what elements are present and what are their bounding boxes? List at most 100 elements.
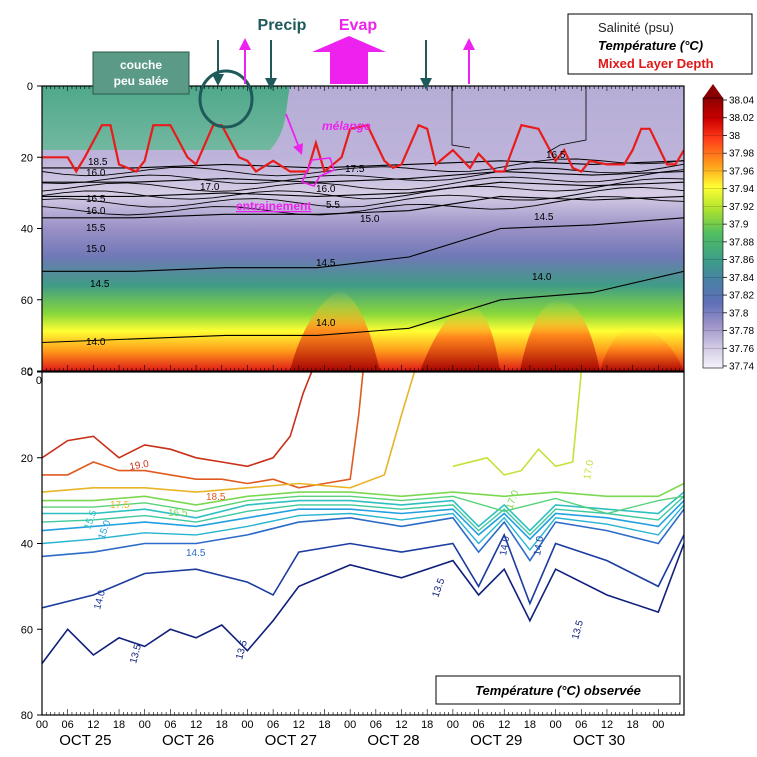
x-tick-label: 18 — [627, 719, 639, 731]
contour-label: 15.5 — [86, 223, 106, 234]
temperature-contour-fine — [42, 169, 684, 192]
temperature-contour-fine — [42, 196, 684, 216]
x-tick-label: 18 — [216, 719, 228, 731]
colorbar-tick-label: 37.8 — [729, 308, 749, 319]
contour-label: 14.0 — [532, 535, 546, 557]
x-tick-label: 06 — [370, 719, 382, 731]
contour-label: 16.0 — [86, 168, 106, 179]
y-tick-label: 60 — [21, 295, 33, 307]
colorbar-tick-label: 37.94 — [729, 184, 754, 195]
temperature-contour-fine — [42, 177, 684, 200]
couche-label-2: peu salée — [114, 74, 169, 88]
entrainement-label: entrainement — [236, 199, 311, 213]
colorbar-tick-label: 38.04 — [729, 96, 754, 107]
y-tick-label: 60 — [21, 624, 33, 636]
temperature-contour-15.0 — [42, 195, 684, 219]
isotherm-15.0 — [42, 500, 684, 541]
mixed-layer-depth-line — [42, 123, 684, 174]
y-tick-label: 40 — [21, 224, 33, 236]
couche-box — [92, 51, 190, 95]
saline-patch-2 — [420, 304, 500, 371]
saline-patch-1 — [290, 290, 380, 371]
x-tick-label: 06 — [267, 719, 279, 731]
colorbar-tick-label: 37.78 — [729, 326, 754, 337]
legend-mld: Mixed Layer Depth — [598, 56, 714, 71]
isotherm-17.5 — [42, 372, 416, 493]
temperature-contour-fine — [42, 186, 684, 208]
colorbar-tick-label: 37.74 — [729, 362, 754, 373]
observed-title-box — [435, 675, 681, 705]
low-salinity-cap — [42, 86, 290, 150]
x-tick-label: 00 — [447, 719, 459, 731]
contour-label: 17.0 — [200, 182, 220, 193]
colorbar-tick-label: 38.02 — [729, 113, 754, 124]
contour-label: 14.0 — [92, 589, 108, 611]
contour-label: 16.5 — [86, 194, 106, 205]
temperature-contour-14.5 — [42, 217, 684, 272]
couche-label-1: couche — [120, 58, 162, 72]
contour-label: 14.0 — [316, 318, 336, 329]
x-tick-label: 12 — [293, 719, 305, 731]
contour-label: 18.5 — [88, 157, 108, 168]
legend-box — [567, 13, 753, 75]
y-tick-label: 20 — [21, 453, 33, 465]
contour-label: 14.5 — [90, 279, 110, 290]
contour-label: 14.5 — [186, 548, 206, 559]
y-tick-label: 0 — [27, 81, 33, 93]
x-tick-label: 00 — [652, 719, 664, 731]
contour-label: 19.0 — [129, 459, 151, 473]
x-tick-label: 18 — [113, 719, 125, 731]
legend-temperature: Température (°C) — [598, 38, 703, 53]
x-tick-label: 18 — [524, 719, 536, 731]
x-tick-label: 06 — [472, 719, 484, 731]
melange-label: mélange — [322, 119, 371, 133]
temperature-contour-14.0 — [42, 270, 684, 344]
x-tick-label: 00 — [36, 719, 48, 731]
x-tick-label: 00 — [241, 719, 253, 731]
y-tick-label: 20 — [21, 152, 33, 164]
colorbar-tick-label: 38 — [729, 131, 741, 142]
contour-label: 5.5 — [326, 200, 340, 211]
x-tick-label: 18 — [318, 719, 330, 731]
isotherm-intermediate — [42, 495, 684, 515]
colorbar-tick-label: 37.86 — [729, 255, 754, 266]
contour-label: 14.0 — [86, 337, 106, 348]
top-contour-labels: 18.5 16.0 17.0 16.5 16.0 15.5 15.0 14.5 … — [86, 150, 566, 348]
salinity-contour-b — [547, 86, 587, 153]
melange-arrow — [285, 113, 304, 156]
colorbar-tick-label: 37.96 — [729, 166, 754, 177]
x-tick-label: 12 — [87, 719, 99, 731]
entrainement-shape — [300, 157, 335, 187]
colorbar-tick-label: 37.84 — [729, 273, 754, 284]
day-label: OCT 28 — [367, 732, 419, 749]
colorbar-tick-label: 37.82 — [729, 291, 754, 302]
contour-label: 17.5 — [345, 164, 365, 175]
contour-label: 14.5 — [316, 258, 336, 269]
saline-patch-3 — [520, 300, 600, 371]
colorbar-tick-label: 37.98 — [729, 149, 754, 160]
legend-salinity: Salinité (psu) — [598, 20, 674, 35]
evap-big-arrow — [312, 36, 386, 84]
contour-label: 13.5 — [128, 643, 144, 665]
observed-isotherms — [42, 372, 684, 664]
day-labels: OCT 25 OCT 26 OCT 27 OCT 28 OCT 29 OCT 30 — [59, 732, 625, 749]
contour-label: 15.0 — [360, 214, 380, 225]
bottom-y-axis: 0 20 40 60 80 — [21, 367, 42, 722]
x-tick-label: 00 — [549, 719, 561, 731]
isotherm-13.5 — [42, 543, 684, 664]
x-tick-label: 06 — [164, 719, 176, 731]
colorbar: 38.04 38.02 38 37.98 37.96 37.94 37.92 37.9 37.8… — [702, 84, 754, 373]
contour-label: 16.5 — [546, 150, 566, 161]
y-tick-label: 0 — [27, 367, 33, 379]
contour-label: 17.0 — [582, 459, 596, 481]
x-tick-label: 12 — [498, 719, 510, 731]
isotherm-intermediate — [42, 495, 684, 536]
contour-label: 16.0 — [86, 206, 106, 217]
bottom-panel: 0 20 40 60 80 00 06 12 18 00 06 12 18 00 06 12 18 00 06 12… — [21, 367, 685, 749]
isotherm-intermediate — [42, 504, 684, 552]
isotherm-16.5 — [42, 482, 684, 506]
isotherm-19.0 — [42, 372, 313, 468]
y-tick-label: 80 — [21, 366, 33, 378]
